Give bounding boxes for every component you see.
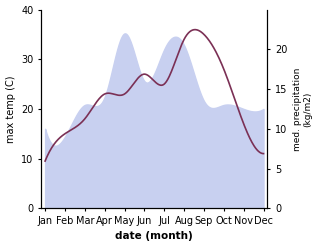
- X-axis label: date (month): date (month): [115, 231, 193, 242]
- Y-axis label: med. precipitation
(kg/m2): med. precipitation (kg/m2): [293, 67, 313, 151]
- Y-axis label: max temp (C): max temp (C): [5, 75, 16, 143]
